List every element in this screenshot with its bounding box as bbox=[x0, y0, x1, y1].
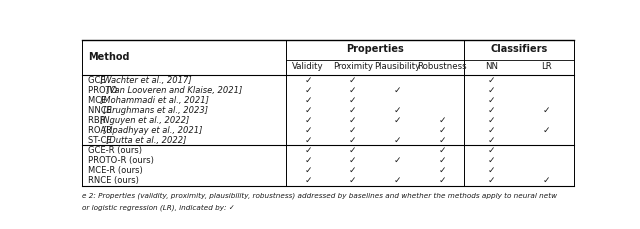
Text: ✓: ✓ bbox=[349, 76, 356, 85]
Text: ✓: ✓ bbox=[305, 156, 312, 165]
Text: [Brughmans et al., 2023]: [Brughmans et al., 2023] bbox=[103, 106, 208, 115]
Text: ✓: ✓ bbox=[488, 76, 495, 85]
Text: ✓: ✓ bbox=[305, 176, 312, 185]
Text: ✓: ✓ bbox=[488, 126, 495, 135]
Text: ✓: ✓ bbox=[438, 126, 446, 135]
Text: or logistic regression (LR), indicated by: ✓: or logistic regression (LR), indicated b… bbox=[83, 204, 236, 211]
Text: GCE-R (ours): GCE-R (ours) bbox=[88, 146, 143, 155]
Text: ✓: ✓ bbox=[488, 106, 495, 115]
Text: Plausibility: Plausibility bbox=[374, 62, 420, 71]
Text: ✓: ✓ bbox=[438, 116, 446, 125]
Text: ✓: ✓ bbox=[305, 96, 312, 105]
Text: ✓: ✓ bbox=[305, 106, 312, 115]
Text: Properties: Properties bbox=[346, 44, 404, 54]
Text: NN: NN bbox=[485, 62, 498, 71]
Text: [Wachter et al., 2017]: [Wachter et al., 2017] bbox=[100, 76, 191, 85]
Text: Classifiers: Classifiers bbox=[490, 44, 548, 54]
Text: ✓: ✓ bbox=[488, 166, 495, 175]
Text: ✓: ✓ bbox=[305, 166, 312, 175]
Text: [Upadhyay et al., 2021]: [Upadhyay et al., 2021] bbox=[103, 126, 202, 135]
Text: ✓: ✓ bbox=[394, 86, 401, 95]
Text: Method: Method bbox=[88, 52, 130, 63]
Text: ✓: ✓ bbox=[349, 176, 356, 185]
Text: MCE: MCE bbox=[88, 96, 109, 105]
Text: ✓: ✓ bbox=[305, 146, 312, 155]
Text: ✓: ✓ bbox=[349, 156, 356, 165]
Text: ✓: ✓ bbox=[349, 106, 356, 115]
Text: ✓: ✓ bbox=[394, 116, 401, 125]
Text: ✓: ✓ bbox=[305, 116, 312, 125]
Text: [Van Looveren and Klaise, 2021]: [Van Looveren and Klaise, 2021] bbox=[106, 86, 242, 95]
Text: ✓: ✓ bbox=[488, 146, 495, 155]
Text: ✓: ✓ bbox=[488, 156, 495, 165]
Text: ✓: ✓ bbox=[349, 136, 356, 145]
Text: ✓: ✓ bbox=[305, 86, 312, 95]
Text: RNCE (ours): RNCE (ours) bbox=[88, 176, 140, 185]
Text: ✓: ✓ bbox=[438, 156, 446, 165]
Text: ✓: ✓ bbox=[394, 136, 401, 145]
Text: ✓: ✓ bbox=[305, 126, 312, 135]
Text: ✓: ✓ bbox=[488, 96, 495, 105]
Text: ✓: ✓ bbox=[488, 136, 495, 145]
Text: ✓: ✓ bbox=[349, 86, 356, 95]
Text: ✓: ✓ bbox=[349, 126, 356, 135]
Text: RBR: RBR bbox=[88, 116, 109, 125]
Text: ✓: ✓ bbox=[438, 146, 446, 155]
Text: ✓: ✓ bbox=[349, 116, 356, 125]
Text: MCE-R (ours): MCE-R (ours) bbox=[88, 166, 143, 175]
Text: Validity: Validity bbox=[292, 62, 324, 71]
Text: [Nguyen et al., 2022]: [Nguyen et al., 2022] bbox=[100, 116, 189, 125]
Text: e 2: Properties (validity, proximity, plausibility, robustness) addressed by bas: e 2: Properties (validity, proximity, pl… bbox=[83, 193, 557, 199]
Text: ✓: ✓ bbox=[438, 136, 446, 145]
Text: [Dutta et al., 2022]: [Dutta et al., 2022] bbox=[106, 136, 186, 145]
Text: ✓: ✓ bbox=[488, 116, 495, 125]
Text: ✓: ✓ bbox=[349, 166, 356, 175]
Text: ✓: ✓ bbox=[438, 166, 446, 175]
Text: ✓: ✓ bbox=[394, 176, 401, 185]
Text: ✓: ✓ bbox=[394, 106, 401, 115]
Text: ✓: ✓ bbox=[543, 176, 550, 185]
Text: ✓: ✓ bbox=[438, 176, 446, 185]
Text: Proximity: Proximity bbox=[333, 62, 372, 71]
Text: ST-CE: ST-CE bbox=[88, 136, 115, 145]
Text: ✓: ✓ bbox=[305, 136, 312, 145]
Text: ✓: ✓ bbox=[349, 146, 356, 155]
Text: GCE: GCE bbox=[88, 76, 109, 85]
Text: ✓: ✓ bbox=[305, 76, 312, 85]
Text: PROTO-R (ours): PROTO-R (ours) bbox=[88, 156, 154, 165]
Text: ✓: ✓ bbox=[349, 96, 356, 105]
Text: LR: LR bbox=[541, 62, 552, 71]
Text: Robustness: Robustness bbox=[417, 62, 467, 71]
Text: ✓: ✓ bbox=[488, 176, 495, 185]
Text: ✓: ✓ bbox=[543, 126, 550, 135]
Text: ✓: ✓ bbox=[394, 156, 401, 165]
Text: [Mohammadi et al., 2021]: [Mohammadi et al., 2021] bbox=[100, 96, 209, 105]
Text: ✓: ✓ bbox=[488, 86, 495, 95]
Text: PROTO: PROTO bbox=[88, 86, 120, 95]
Text: NNCE: NNCE bbox=[88, 106, 115, 115]
Text: ROAR: ROAR bbox=[88, 126, 115, 135]
Text: ✓: ✓ bbox=[543, 106, 550, 115]
